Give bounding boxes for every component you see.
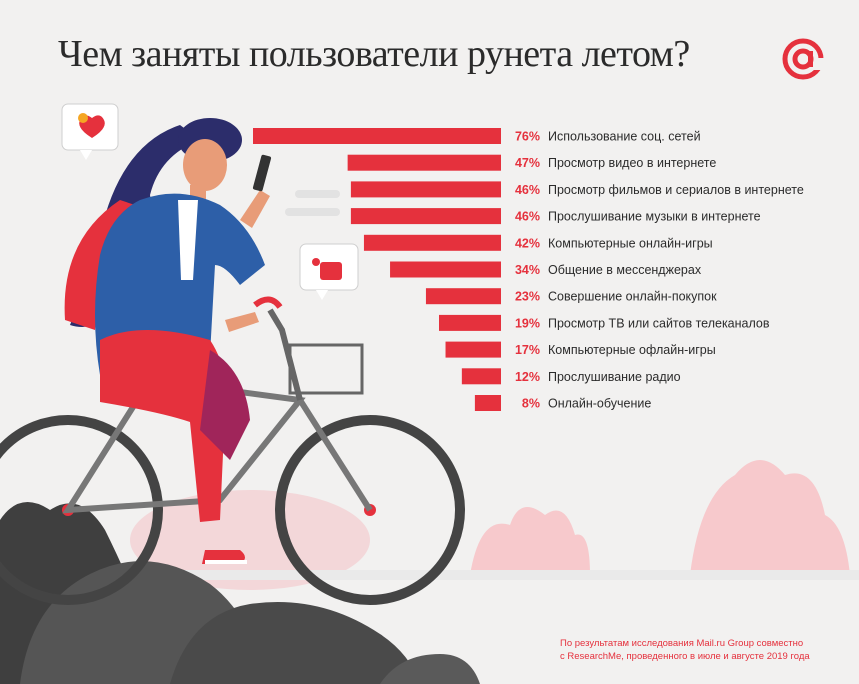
bar xyxy=(425,288,501,305)
bush-icon xyxy=(130,460,850,590)
category-label: Онлайн-обучение xyxy=(548,397,651,411)
bar xyxy=(253,128,501,144)
category-label: Просмотр ТВ или сайтов телеканалов xyxy=(548,316,770,330)
category-label: Просмотр видео в интернете xyxy=(548,156,716,170)
value-label: 76% xyxy=(515,130,540,144)
value-label: 34% xyxy=(515,263,540,277)
value-label: 42% xyxy=(515,236,540,250)
bar xyxy=(445,341,501,358)
value-label: 23% xyxy=(515,290,540,304)
value-label: 46% xyxy=(515,210,540,224)
value-label: 19% xyxy=(515,316,540,330)
heart-bubble-icon xyxy=(61,103,119,160)
category-label: Прослушивание радио xyxy=(548,370,681,384)
value-label: 8% xyxy=(522,397,540,411)
bar xyxy=(363,234,501,251)
bar xyxy=(347,154,501,171)
bar xyxy=(390,261,501,278)
at-logo-icon xyxy=(782,38,824,80)
footnote-line: с ResearchMe, проведенного в июле и авгу… xyxy=(560,651,810,662)
category-label: Прослушивание музыки в интернете xyxy=(548,210,761,224)
value-label: 47% xyxy=(515,156,540,170)
bar xyxy=(350,181,501,198)
value-label: 12% xyxy=(515,370,540,384)
category-label: Компьютерные офлайн-игры xyxy=(548,343,716,357)
category-label: Общение в мессенджерах xyxy=(548,263,702,277)
category-label: Использование соц. сетей xyxy=(548,130,701,144)
category-label: Просмотр фильмов и сериалов в интернете xyxy=(548,183,804,197)
bar xyxy=(461,368,501,385)
bar xyxy=(474,395,501,411)
footnote: По результатам исследования Mail.ru Grou… xyxy=(560,637,850,663)
page-title: Чем заняты пользователи рунета летом? xyxy=(58,33,690,75)
bar xyxy=(439,314,501,331)
like-bubble-icon xyxy=(299,243,359,300)
category-label: Компьютерные онлайн-игры xyxy=(548,236,713,250)
category-label: Совершение онлайн-покупок xyxy=(548,290,717,304)
bar xyxy=(350,208,501,225)
footnote-line: По результатам исследования Mail.ru Grou… xyxy=(560,638,804,649)
value-label: 46% xyxy=(515,183,540,197)
bush-icon xyxy=(0,502,480,684)
value-label: 17% xyxy=(515,343,540,357)
